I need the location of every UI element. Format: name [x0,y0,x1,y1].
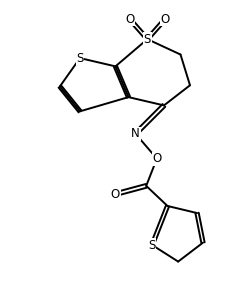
Text: S: S [149,239,156,252]
Text: O: O [111,188,120,201]
Text: S: S [144,33,151,46]
Text: S: S [76,52,84,65]
Text: O: O [152,152,161,165]
Text: O: O [125,12,134,25]
Text: O: O [160,12,170,25]
Text: N: N [131,127,140,140]
